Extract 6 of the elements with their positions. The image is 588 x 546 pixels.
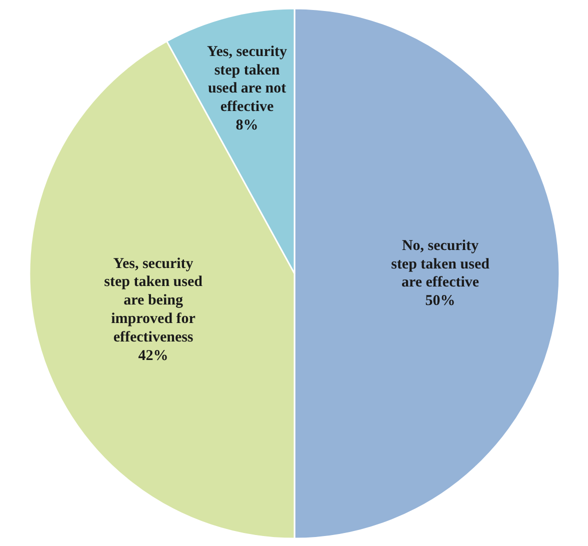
slice-label: Yes, security step taken used are not effective: [207, 44, 288, 116]
data-label: 42%: [138, 348, 168, 364]
slice-label: Yes, security step taken used are being improved for effectiveness: [104, 256, 204, 346]
data-label: 50%: [425, 293, 456, 310]
data-label: 8%: [236, 117, 258, 134]
slice-label: No, security step taken used are effective: [391, 238, 490, 291]
